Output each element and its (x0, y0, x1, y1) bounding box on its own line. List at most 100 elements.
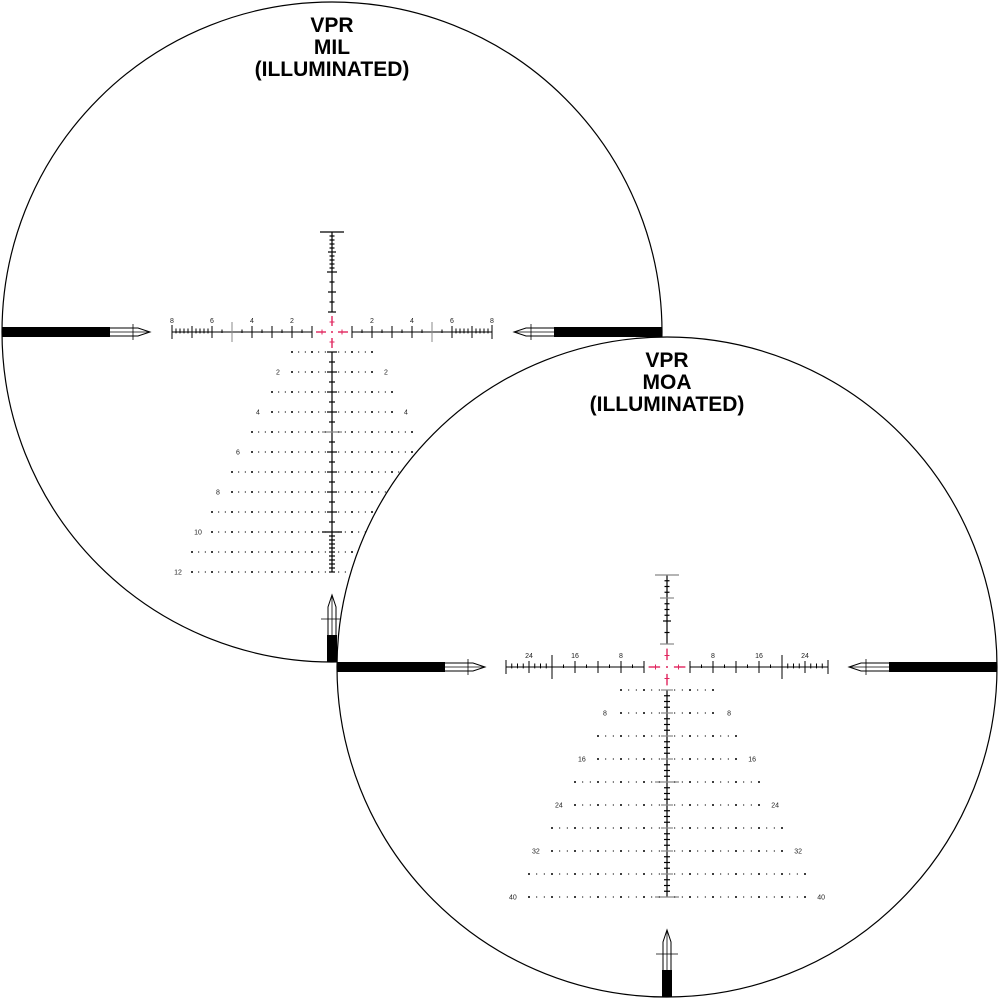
holdover-dot (605, 850, 607, 852)
holdover-dot (298, 551, 300, 553)
holdover-dot (674, 781, 676, 783)
holdover-dot (628, 850, 630, 852)
holdover-dot (689, 804, 691, 806)
holdover-dot (384, 491, 386, 493)
holdover-label: 12 (174, 570, 182, 577)
holdover-dot (773, 896, 775, 898)
holdover-dot (651, 735, 653, 737)
holdover-dot (735, 873, 737, 875)
holdover-dot (271, 531, 273, 533)
holdover-dot (238, 571, 240, 573)
holdover-dot (264, 531, 266, 533)
windage-label: 4 (250, 318, 254, 325)
holdover-dot (712, 804, 714, 806)
holdover-dot (258, 451, 260, 453)
holdover-dot (727, 735, 729, 737)
holdover-dot (620, 781, 622, 783)
holdover-dot (789, 896, 791, 898)
holdover-dot (674, 850, 676, 852)
holdover-dot (712, 758, 714, 760)
holdover-dot (284, 571, 286, 573)
holdover-dot (291, 471, 293, 473)
holdover-dot (681, 804, 683, 806)
windage-label: 8 (711, 653, 715, 660)
holdover-dot (318, 571, 320, 573)
holdover-dot (224, 571, 226, 573)
holdover-dot (689, 712, 691, 714)
holdover-dot (278, 551, 280, 553)
holdover-label: 8 (216, 490, 220, 497)
heavy-post-left (2, 324, 152, 340)
holdover-dot (351, 391, 353, 393)
holdover-dot (311, 531, 313, 533)
holdover-dot (620, 712, 622, 714)
holdover-dot (284, 411, 286, 413)
holdover-dot (378, 391, 380, 393)
holdover-dot (781, 850, 783, 852)
holdover-dot (291, 431, 293, 433)
holdover-dot (351, 511, 353, 513)
holdover-dot (758, 781, 760, 783)
holdover-dot (251, 531, 253, 533)
holdover-dot (735, 827, 737, 829)
holdover-dot (291, 371, 293, 373)
holdover-dot (651, 781, 653, 783)
holdover-dot (278, 411, 280, 413)
holdover-dot (620, 850, 622, 852)
holdover-dot (344, 411, 346, 413)
holdover-dot (628, 896, 630, 898)
holdover-dot (651, 804, 653, 806)
holdover-dot (766, 827, 768, 829)
holdover-dot (304, 411, 306, 413)
holdover-dot (712, 689, 714, 691)
holdover-dot (351, 371, 353, 373)
holdover-dot (344, 371, 346, 373)
holdover-dot (528, 873, 530, 875)
holdover-label: 24 (555, 803, 563, 810)
holdover-dot (291, 451, 293, 453)
holdover-dot (371, 371, 373, 373)
holdover-dot (582, 873, 584, 875)
holdover-dot (364, 411, 366, 413)
holdover-dot (789, 873, 791, 875)
holdover-dot (278, 491, 280, 493)
holdover-dot (298, 371, 300, 373)
holdover-dot (773, 850, 775, 852)
holdover-label: 8 (727, 711, 731, 718)
holdover-dot (743, 896, 745, 898)
holdover-dot (566, 896, 568, 898)
holdover-dot (651, 758, 653, 760)
holdover-dot (643, 827, 645, 829)
holdover-label: 2 (384, 370, 388, 377)
holdover-dot (231, 471, 233, 473)
holdover-dot (364, 351, 366, 353)
holdover-dot (559, 873, 561, 875)
holdover-dot (318, 431, 320, 433)
holdover-dot (781, 827, 783, 829)
holdover-dot (628, 712, 630, 714)
holdover-dot (351, 431, 353, 433)
windage-label: 24 (525, 653, 533, 660)
holdover-dot (211, 571, 213, 573)
windage-label: 24 (801, 653, 809, 660)
holdover-dot (358, 471, 360, 473)
holdover-dot (351, 491, 353, 493)
holdover-dot (278, 451, 280, 453)
windage-label: 6 (450, 318, 454, 325)
holdover-dot (689, 850, 691, 852)
holdover-dot (674, 896, 676, 898)
holdover-dot (750, 827, 752, 829)
holdover-dot (605, 804, 607, 806)
holdover-dot (536, 896, 538, 898)
holdover-dot (338, 471, 340, 473)
holdover-dot (681, 781, 683, 783)
holdover-dot (238, 531, 240, 533)
holdover-dot (311, 371, 313, 373)
holdover-dot (278, 571, 280, 573)
holdover-label: 8 (603, 711, 607, 718)
holdover-dot (536, 873, 538, 875)
holdover-dot (338, 511, 340, 513)
holdover-dot (231, 531, 233, 533)
holdover-dot (364, 431, 366, 433)
